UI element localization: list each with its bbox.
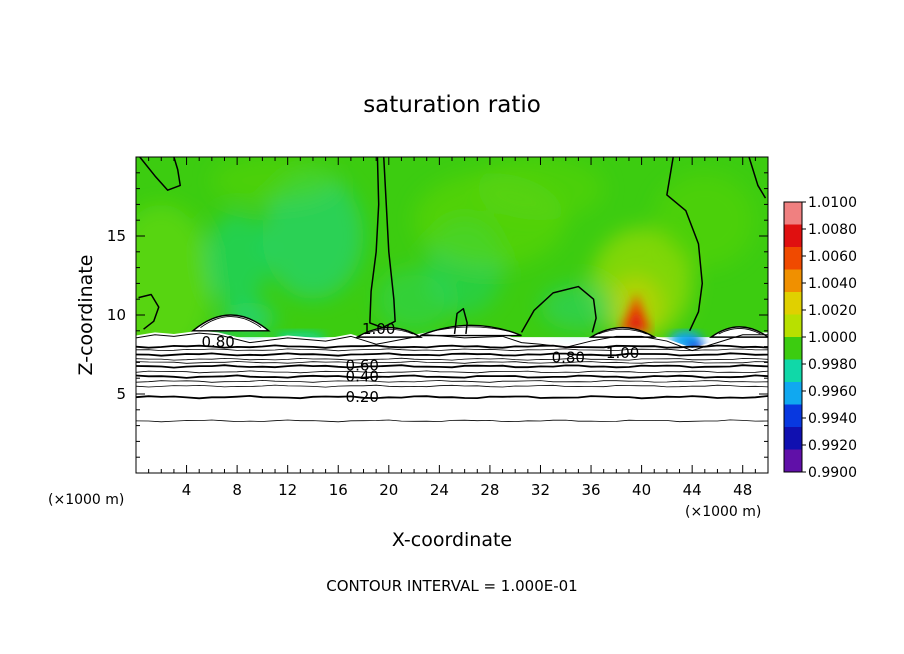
y-tick-label: 10 xyxy=(107,306,126,324)
x-unit-left-label: (×1000 m) xyxy=(48,492,124,508)
colorbar-label: 0.9920 xyxy=(808,438,857,454)
x-tick-label: 36 xyxy=(581,481,600,499)
colorbar-label: 1.0060 xyxy=(808,249,857,265)
x-tick-label: 20 xyxy=(379,481,398,499)
colorbar-swatch xyxy=(784,449,802,473)
contour-line xyxy=(520,285,597,333)
contour-line xyxy=(136,344,768,349)
colorbar-label: 0.9900 xyxy=(808,465,857,481)
colorbar-label: 0.9980 xyxy=(808,357,857,373)
colorbar-label: 1.0000 xyxy=(808,330,857,346)
x-unit-right-label: (×1000 m) xyxy=(685,504,761,520)
contour-line xyxy=(190,314,271,332)
colorbar-swatch xyxy=(784,337,802,360)
hotspot-red xyxy=(626,305,646,331)
field-blob xyxy=(262,172,364,300)
contour-line xyxy=(598,328,647,335)
chart-title: saturation ratio xyxy=(363,92,541,118)
contour-line xyxy=(136,352,768,357)
contour-line xyxy=(666,157,704,332)
contour-line xyxy=(588,327,657,338)
contour-line xyxy=(136,357,768,361)
colorbar-swatch xyxy=(784,404,802,428)
contour-line xyxy=(136,332,768,352)
x-axis-label: X-coordinate xyxy=(392,529,512,551)
contour-lines xyxy=(136,157,768,423)
colorbar-label: 1.0020 xyxy=(808,303,857,319)
contour-line xyxy=(136,360,768,364)
colorbar-swatch xyxy=(784,247,802,270)
x-tick-label: 12 xyxy=(278,481,297,499)
contour-line xyxy=(136,364,768,369)
contour-line xyxy=(453,307,468,335)
colorbar-swatch xyxy=(784,224,802,248)
field-blob xyxy=(540,283,617,331)
field-blob xyxy=(211,157,339,205)
x-tick-label: 32 xyxy=(531,481,550,499)
contour-line xyxy=(427,326,515,333)
colorbar-label: 0.9940 xyxy=(808,411,857,427)
contour-labels: 0.20 0.400.60 0.80 0.80 1.00 1.00 xyxy=(201,320,639,406)
contour-interval-note: CONTOUR INTERVAL = 1.000E-01 xyxy=(326,577,577,595)
contour-line xyxy=(364,328,413,335)
plot-area xyxy=(136,157,768,473)
contour-line xyxy=(136,374,768,379)
y-tick-label: 15 xyxy=(107,227,126,245)
colorbar-swatch xyxy=(784,359,802,383)
y-axis-label: Z-coordinate xyxy=(75,255,97,376)
x-tick-label: 4 xyxy=(182,481,192,499)
contour-label: 1.00 xyxy=(606,344,639,362)
x-tick-label: 16 xyxy=(329,481,348,499)
x-tick-label: 40 xyxy=(632,481,651,499)
contour-line xyxy=(136,348,768,352)
field-dry-region xyxy=(136,330,768,473)
colorbar-swatch xyxy=(784,292,802,315)
y-tick-label: 5 xyxy=(116,385,126,403)
contour-line xyxy=(138,293,160,330)
field-hotspot xyxy=(618,292,652,333)
field-blob xyxy=(136,204,212,363)
contour-label: 0.60 xyxy=(346,357,379,375)
contour-line xyxy=(748,157,767,199)
colorbar-swatch xyxy=(784,269,802,293)
contour-line xyxy=(136,384,768,388)
contour-line xyxy=(354,327,423,338)
field-shading xyxy=(136,157,756,363)
x-tick-label: 8 xyxy=(232,481,242,499)
field-blob xyxy=(654,172,756,268)
y-axis-ticks: 5 10 15 xyxy=(107,172,768,458)
colorbar-label: 1.0040 xyxy=(808,276,857,292)
contour-line xyxy=(139,157,181,191)
x-tick-label: 24 xyxy=(430,481,449,499)
contour-line xyxy=(718,328,761,335)
colorbar-label: 1.0080 xyxy=(808,222,857,238)
contour-line xyxy=(369,157,396,329)
colorbar-swatch xyxy=(784,202,802,225)
contour-line xyxy=(136,370,768,374)
colorbar-label: 0.9960 xyxy=(808,384,857,400)
contour-line xyxy=(200,316,262,328)
field-blob xyxy=(205,212,269,308)
x-tick-label: 28 xyxy=(480,481,499,499)
contour-label: 1.00 xyxy=(362,320,395,338)
x-axis-ticks: 4 8 12 16 20 24 28 32 36 40 44 48 xyxy=(148,157,756,499)
x-tick-label: 44 xyxy=(683,481,702,499)
colorbar-label: 1.0100 xyxy=(808,195,857,211)
x-tick-label: 48 xyxy=(733,481,752,499)
field-blob xyxy=(477,157,604,221)
colorbar-swatch xyxy=(784,314,802,338)
colorbar: 1.0100 1.0080 1.0060 1.0040 1.0020 1.0000 0.99… xyxy=(783,195,857,481)
colorbar-swatch xyxy=(784,382,802,405)
contour-label: 0.80 xyxy=(552,349,585,367)
contour-line xyxy=(136,379,768,383)
contour-line xyxy=(136,419,768,423)
saturation-field xyxy=(136,157,768,473)
contour-label: 0.40 xyxy=(346,368,379,386)
contour-line xyxy=(136,394,768,400)
contour-label: 0.20 xyxy=(346,388,379,406)
contour-label: 0.80 xyxy=(201,333,234,351)
colorbar-swatch xyxy=(784,427,802,450)
